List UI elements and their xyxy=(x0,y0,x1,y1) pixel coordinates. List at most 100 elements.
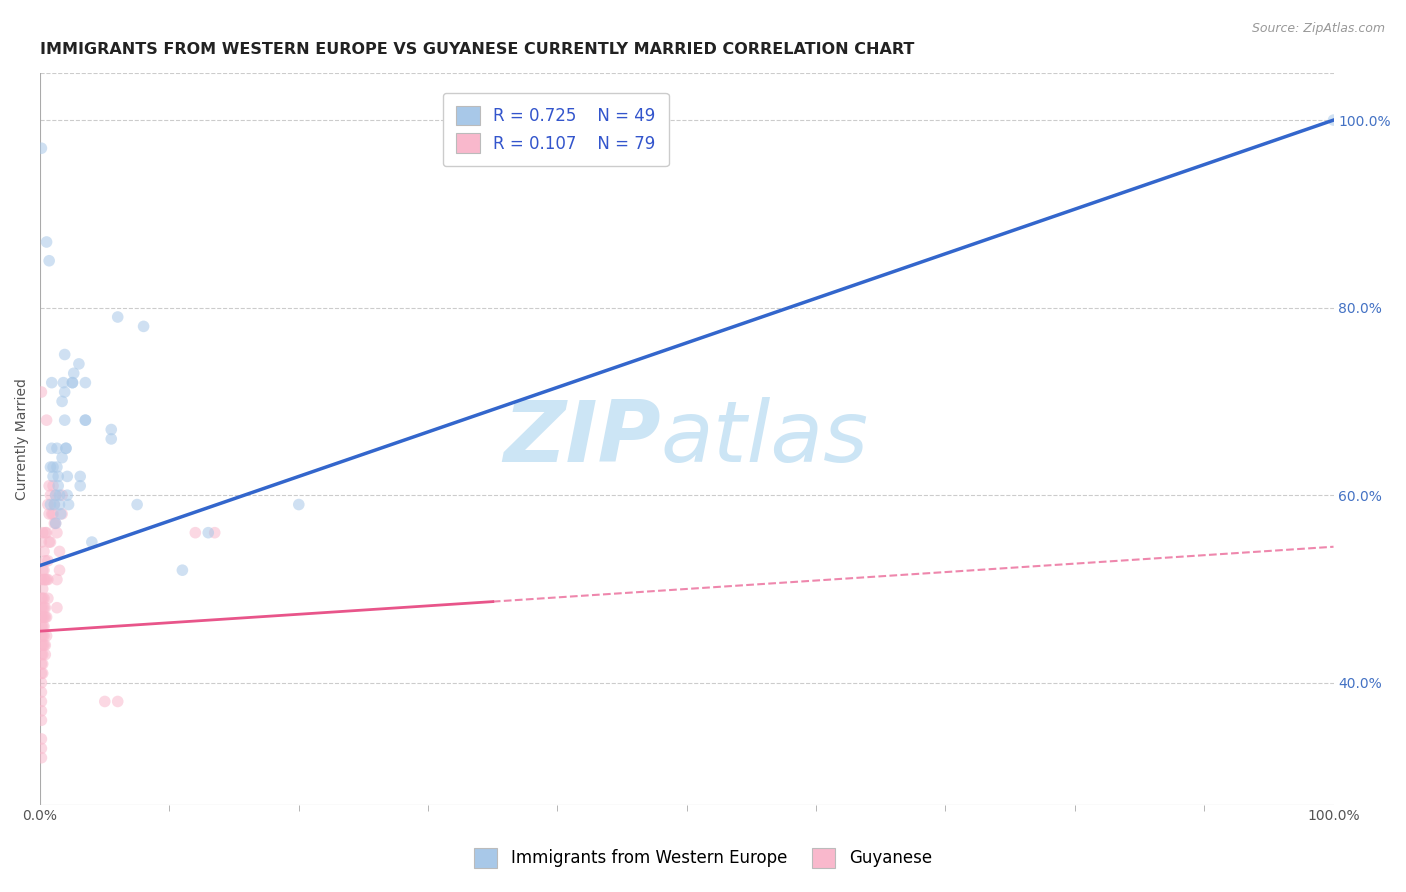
Point xyxy=(30,384,52,399)
Point xyxy=(30,694,52,708)
Point xyxy=(44,516,66,531)
Point xyxy=(100,423,122,437)
Point xyxy=(34,638,56,652)
Point xyxy=(35,629,58,643)
Point xyxy=(32,629,55,643)
Point xyxy=(48,544,70,558)
Point xyxy=(94,694,117,708)
Point xyxy=(56,469,79,483)
Point xyxy=(30,619,52,633)
Text: IMMIGRANTS FROM WESTERN EUROPE VS GUYANESE CURRENTLY MARRIED CORRELATION CHART: IMMIGRANTS FROM WESTERN EUROPE VS GUYANE… xyxy=(41,42,914,57)
Point xyxy=(44,498,66,512)
Point xyxy=(31,648,53,662)
Point xyxy=(75,413,97,427)
Point xyxy=(30,141,52,155)
Point xyxy=(51,394,73,409)
Point xyxy=(53,384,76,399)
Point xyxy=(39,498,62,512)
Point xyxy=(75,413,97,427)
Point xyxy=(30,685,52,699)
Point xyxy=(41,507,63,521)
Point xyxy=(31,666,53,681)
Point xyxy=(31,582,53,596)
Point xyxy=(45,573,67,587)
Point xyxy=(100,432,122,446)
Point xyxy=(31,600,53,615)
Point xyxy=(184,525,207,540)
Point xyxy=(49,507,72,521)
Point xyxy=(56,488,79,502)
Point xyxy=(197,525,219,540)
Point xyxy=(31,657,53,671)
Point xyxy=(51,507,73,521)
Point xyxy=(31,638,53,652)
Point xyxy=(32,638,55,652)
Point xyxy=(42,469,65,483)
Point xyxy=(45,488,67,502)
Text: atlas: atlas xyxy=(661,398,869,481)
Point xyxy=(38,535,60,549)
Point xyxy=(53,413,76,427)
Point xyxy=(39,488,62,502)
Point xyxy=(127,498,149,512)
Point xyxy=(35,525,58,540)
Point xyxy=(32,563,55,577)
Point xyxy=(32,573,55,587)
Point xyxy=(45,516,67,531)
Point xyxy=(45,525,67,540)
Point xyxy=(41,442,63,456)
Point xyxy=(30,731,52,746)
Legend: Immigrants from Western Europe, Guyanese: Immigrants from Western Europe, Guyanese xyxy=(463,837,943,880)
Point xyxy=(30,600,52,615)
Point xyxy=(45,600,67,615)
Point xyxy=(32,600,55,615)
Point xyxy=(62,366,84,380)
Point xyxy=(30,629,52,643)
Point xyxy=(42,507,65,521)
Point xyxy=(30,741,52,756)
Point xyxy=(31,563,53,577)
Point xyxy=(1322,113,1344,128)
Point xyxy=(51,488,73,502)
Point xyxy=(55,442,77,456)
Point xyxy=(34,573,56,587)
Point xyxy=(37,573,59,587)
Point xyxy=(30,610,52,624)
Point xyxy=(30,704,52,718)
Point xyxy=(30,750,52,764)
Point xyxy=(30,573,52,587)
Point xyxy=(46,469,69,483)
Point xyxy=(107,694,129,708)
Legend: R = 0.725    N = 49, R = 0.107    N = 79: R = 0.725 N = 49, R = 0.107 N = 79 xyxy=(443,93,668,166)
Point xyxy=(34,554,56,568)
Point xyxy=(132,319,155,334)
Point xyxy=(32,619,55,633)
Point xyxy=(30,535,52,549)
Point xyxy=(38,253,60,268)
Point xyxy=(35,413,58,427)
Point xyxy=(62,376,84,390)
Point xyxy=(34,525,56,540)
Point xyxy=(45,488,67,502)
Point xyxy=(39,535,62,549)
Point xyxy=(34,610,56,624)
Point xyxy=(51,450,73,465)
Point xyxy=(44,498,66,512)
Point xyxy=(30,638,52,652)
Point xyxy=(31,610,53,624)
Point xyxy=(38,479,60,493)
Point xyxy=(31,525,53,540)
Point xyxy=(31,619,53,633)
Point xyxy=(34,600,56,615)
Point xyxy=(69,479,91,493)
Y-axis label: Currently Married: Currently Married xyxy=(15,378,30,500)
Point xyxy=(80,535,103,549)
Point xyxy=(107,310,129,324)
Point xyxy=(46,479,69,493)
Point xyxy=(35,573,58,587)
Point xyxy=(48,488,70,502)
Point xyxy=(45,460,67,475)
Point xyxy=(67,357,90,371)
Point xyxy=(30,713,52,727)
Point xyxy=(48,563,70,577)
